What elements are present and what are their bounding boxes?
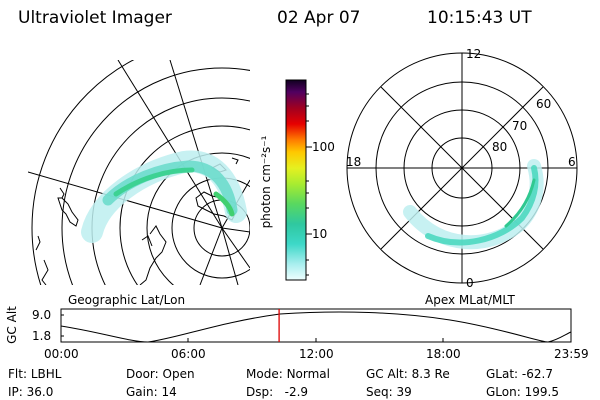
ip-field: IP: 36.0 <box>8 385 54 399</box>
colorbar-scale <box>285 79 307 281</box>
geographic-aurora <box>81 150 247 243</box>
gain-field: Gain: 14 <box>126 385 177 399</box>
image-date: 02 Apr 07 <box>277 8 361 28</box>
colorbar-tick-10: 10 <box>312 227 328 241</box>
glon-value: 199.5 <box>524 385 559 399</box>
mode-field: Mode: Normal <box>246 367 330 381</box>
mlat-label-80: 80 <box>492 140 508 154</box>
app-title: Ultraviolet Imager <box>18 8 172 28</box>
timeline-ytick-high: 9.0 <box>32 308 52 322</box>
filter-value: LBHL <box>30 367 62 381</box>
ip-value: 36.0 <box>26 385 54 399</box>
dsp-value: -2.9 <box>284 385 309 399</box>
dsp-field: Dsp: -2.9 <box>246 385 309 399</box>
glat-field: GLat: -62.7 <box>486 367 553 381</box>
timeline-xtick-0600: 06:00 <box>171 347 206 361</box>
mlt-label-0: 0 <box>466 276 474 290</box>
mlt-label-6: 6 <box>568 155 576 169</box>
mode-value: Normal <box>286 367 330 381</box>
timeline-xtick-1200: 12:00 <box>299 347 334 361</box>
mlt-label-12: 12 <box>466 47 482 61</box>
door-field: Door: Open <box>126 367 195 381</box>
gain-value: 14 <box>161 385 177 399</box>
image-time: 10:15:43 UT <box>427 8 532 28</box>
glat-value: -62.7 <box>521 367 553 381</box>
mlat-label-70: 70 <box>512 119 528 133</box>
filter-field: Flt: LBHL <box>8 367 62 381</box>
mlt-label-18: 18 <box>346 155 362 169</box>
polar-aurora <box>403 159 544 250</box>
mlat-label-60: 60 <box>536 97 552 111</box>
seq-field: Seq: 39 <box>366 385 412 399</box>
gcalt-value: 8.3 Re <box>411 367 450 381</box>
seq-value: 39 <box>396 385 412 399</box>
timeline-ylabel: GC Alt <box>5 306 19 344</box>
timeline-plot <box>60 308 572 343</box>
colorbar-units: photon cm⁻²s⁻¹ <box>259 135 273 229</box>
geo-panel-label: Geographic Lat/Lon <box>68 293 186 307</box>
timeline-xtick-2359: 23:59 <box>554 347 589 361</box>
timeline-xtick-1800: 18:00 <box>426 347 461 361</box>
timeline-xtick-0000: 00:00 <box>44 347 79 361</box>
polar-panel-label: Apex MLat/MLT <box>425 293 515 307</box>
gcalt-field: GC Alt: 8.3 Re <box>366 367 450 381</box>
colorbar-tick-100: 100 <box>312 140 335 154</box>
timeline-ytick-low: 1.8 <box>32 329 52 343</box>
glon-field: GLon: 199.5 <box>486 385 559 399</box>
door-value: Open <box>162 367 195 381</box>
